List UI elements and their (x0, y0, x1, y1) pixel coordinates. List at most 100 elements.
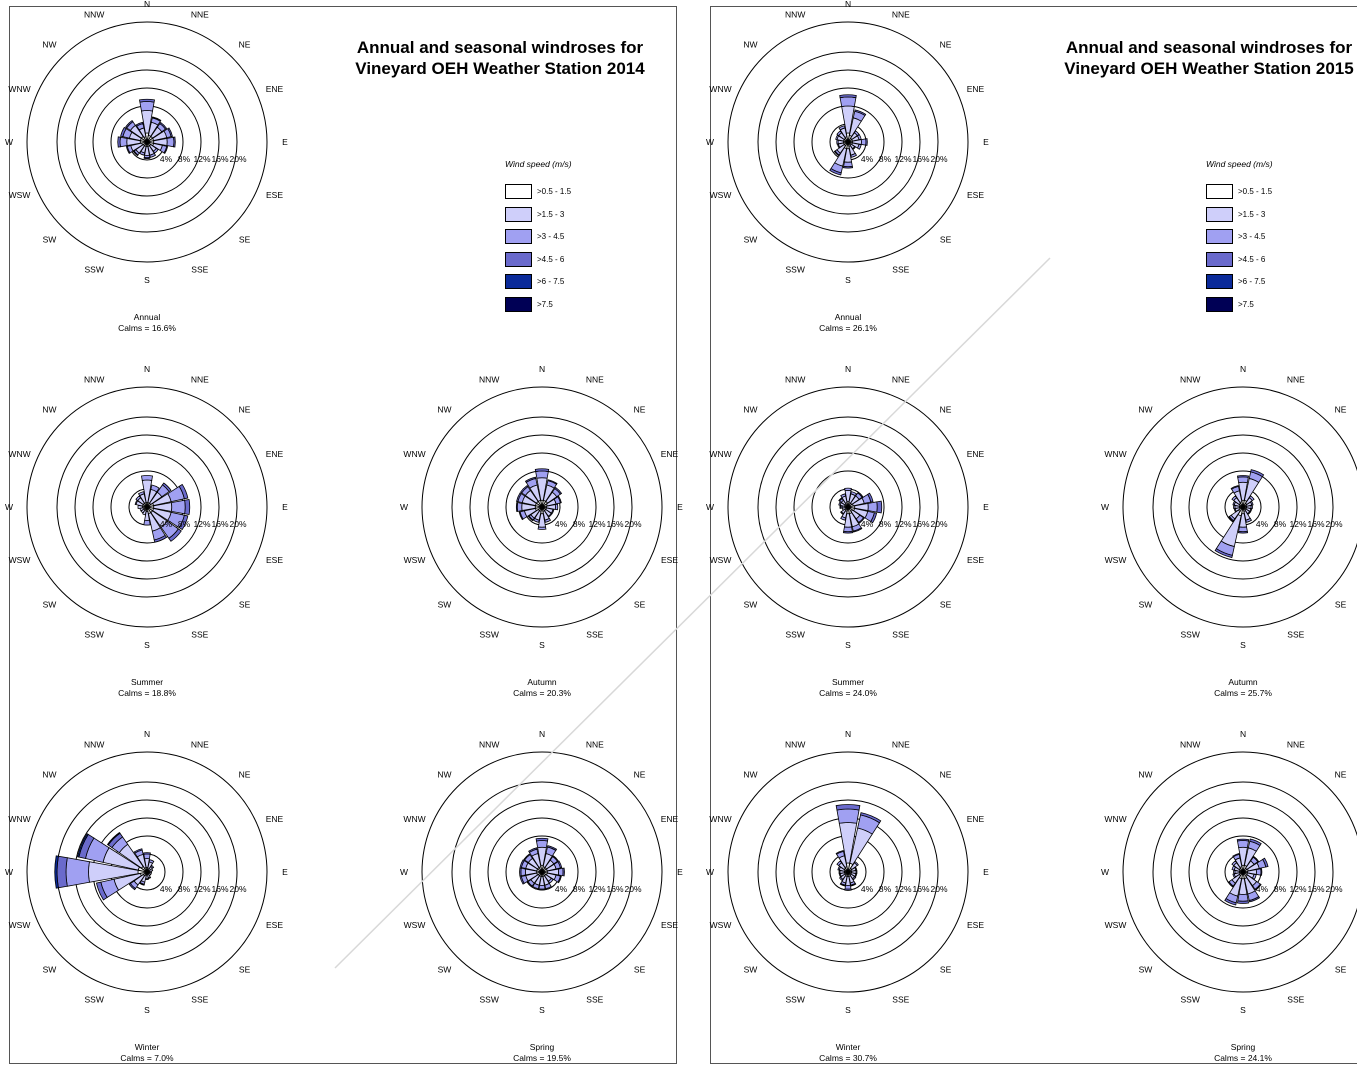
direction-label: SE (239, 235, 251, 245)
direction-label: SSE (191, 994, 208, 1004)
petal-ssw (1214, 548, 1233, 559)
direction-label: WSW (710, 920, 732, 930)
petal-ssw (139, 882, 145, 886)
legend-swatch (1206, 296, 1233, 312)
percent-ring (92, 452, 202, 562)
petal-nnw (1230, 484, 1239, 490)
ring-label: 12% (894, 884, 911, 894)
direction-label: SE (1335, 600, 1347, 610)
ring-label: 20% (930, 884, 947, 894)
direction-label: N (845, 364, 851, 374)
windrose-calms: Calms = 7.0% (120, 1053, 174, 1063)
legend-swatch (505, 274, 532, 289)
direction-label: E (983, 867, 989, 877)
petal-nne (148, 859, 155, 864)
petal-ese (856, 143, 862, 150)
petal-sw (128, 883, 136, 891)
direction-label: W (1101, 502, 1109, 512)
direction-label: NNE (892, 375, 910, 385)
windrose-caption: Summer Calms = 24.0% (698, 677, 998, 699)
petal-wnw (120, 126, 127, 138)
petal-e (865, 138, 868, 146)
windrose-svg: 4% 8%12%16%20% N NNE NE ENE E ESE SE SSE S SSW SW WSW… (5, 0, 288, 285)
petal-wnw (77, 833, 89, 858)
direction-label: W (5, 137, 13, 147)
windrose-svg: 4% 8%12%16%20% N NNE NE ENE E ESE SE SSE S SSW SW WSW… (400, 364, 683, 650)
percent-ring (1206, 835, 1280, 909)
windrose-caption: Winter Calms = 7.0% (0, 1042, 297, 1064)
direction-label: WNW (8, 814, 30, 824)
petal-n (839, 94, 857, 99)
windrose-summer: 4% 8% 12% 16% 20% N NNE NE ENE E ESE SE SSE S SSW SW WSW… (698, 357, 998, 707)
petal-sse (1248, 896, 1261, 903)
direction-label: S (144, 1005, 150, 1015)
direction-label: NNE (1287, 375, 1305, 385)
petal-e (557, 867, 564, 877)
windrose-group: 4%8%12%16%20%NNNENEENEEESESESSESSSWSWWSW… (1101, 729, 1357, 1015)
ring-label: 12% (894, 154, 911, 164)
direction-label: NNE (1287, 740, 1305, 750)
ring-label: 4% (1256, 519, 1269, 529)
direction-label: SSE (1287, 994, 1304, 1004)
ring-label: 12% (894, 519, 911, 529)
windrose-season: Winter (835, 1042, 861, 1052)
petal-w (1233, 869, 1236, 875)
direction-label: NNW (84, 375, 104, 385)
percent-ring (1152, 781, 1334, 963)
windrose-calms: Calms = 20.3% (513, 688, 571, 698)
direction-label: W (706, 867, 714, 877)
panel-title: Annual and seasonal windroses for Vineya… (1029, 37, 1357, 79)
petal-n (836, 808, 860, 824)
direction-label: ESE (661, 920, 678, 930)
direction-label: SSW (786, 264, 805, 274)
ring-label: 16% (1307, 519, 1324, 529)
windrose-season: Annual (834, 312, 862, 322)
ring-label: 12% (193, 884, 210, 894)
direction-label: SW (43, 965, 57, 975)
direction-label: W (5, 867, 13, 877)
petal-e (867, 501, 878, 513)
direction-label: SW (438, 965, 452, 975)
ring-label: 20% (930, 519, 947, 529)
petal-n (835, 804, 861, 811)
petal-ssw (1224, 897, 1237, 906)
ring-label: 16% (606, 884, 623, 894)
petal-s (1238, 526, 1248, 533)
direction-label: N (144, 0, 150, 9)
windrose-caption: Annual Calms = 16.6% (0, 312, 297, 334)
direction-label: NW (743, 39, 757, 49)
petal-se (168, 528, 182, 542)
direction-label: NNE (892, 10, 910, 20)
legend-swatch (1206, 251, 1233, 267)
direction-label: WNW (8, 84, 30, 94)
direction-label: SSW (786, 994, 805, 1004)
direction-label: ENE (661, 449, 679, 459)
ring-label: 12% (1289, 519, 1306, 529)
petal-wnw (134, 499, 139, 506)
petal-n (534, 468, 550, 473)
petal-wnw (1232, 500, 1236, 506)
direction-label: E (983, 502, 989, 512)
petal-wsw (125, 145, 131, 154)
direction-label: SSE (586, 994, 603, 1004)
windrose-caption: Winter Calms = 30.7% (698, 1042, 998, 1064)
petal-e (166, 136, 175, 148)
ring-label: 20% (624, 519, 641, 529)
percent-ring (74, 434, 220, 580)
windrose-calms: Calms = 18.8% (118, 688, 176, 698)
direction-label: N (144, 364, 150, 374)
petal-w (839, 505, 842, 509)
petal-s (145, 878, 149, 881)
ring-label: 8% (879, 884, 892, 894)
legend-swatch (505, 206, 532, 222)
petal-sw (132, 150, 139, 157)
direction-label: NNW (84, 10, 104, 20)
petal-w (838, 869, 841, 875)
percent-ring (1188, 817, 1298, 927)
petal-n (535, 840, 549, 849)
direction-label: E (282, 502, 288, 512)
legend-item: >7.5 (1206, 296, 1273, 313)
direction-label: ENE (266, 814, 284, 824)
percent-ring (56, 51, 238, 233)
petal-n (143, 852, 151, 855)
